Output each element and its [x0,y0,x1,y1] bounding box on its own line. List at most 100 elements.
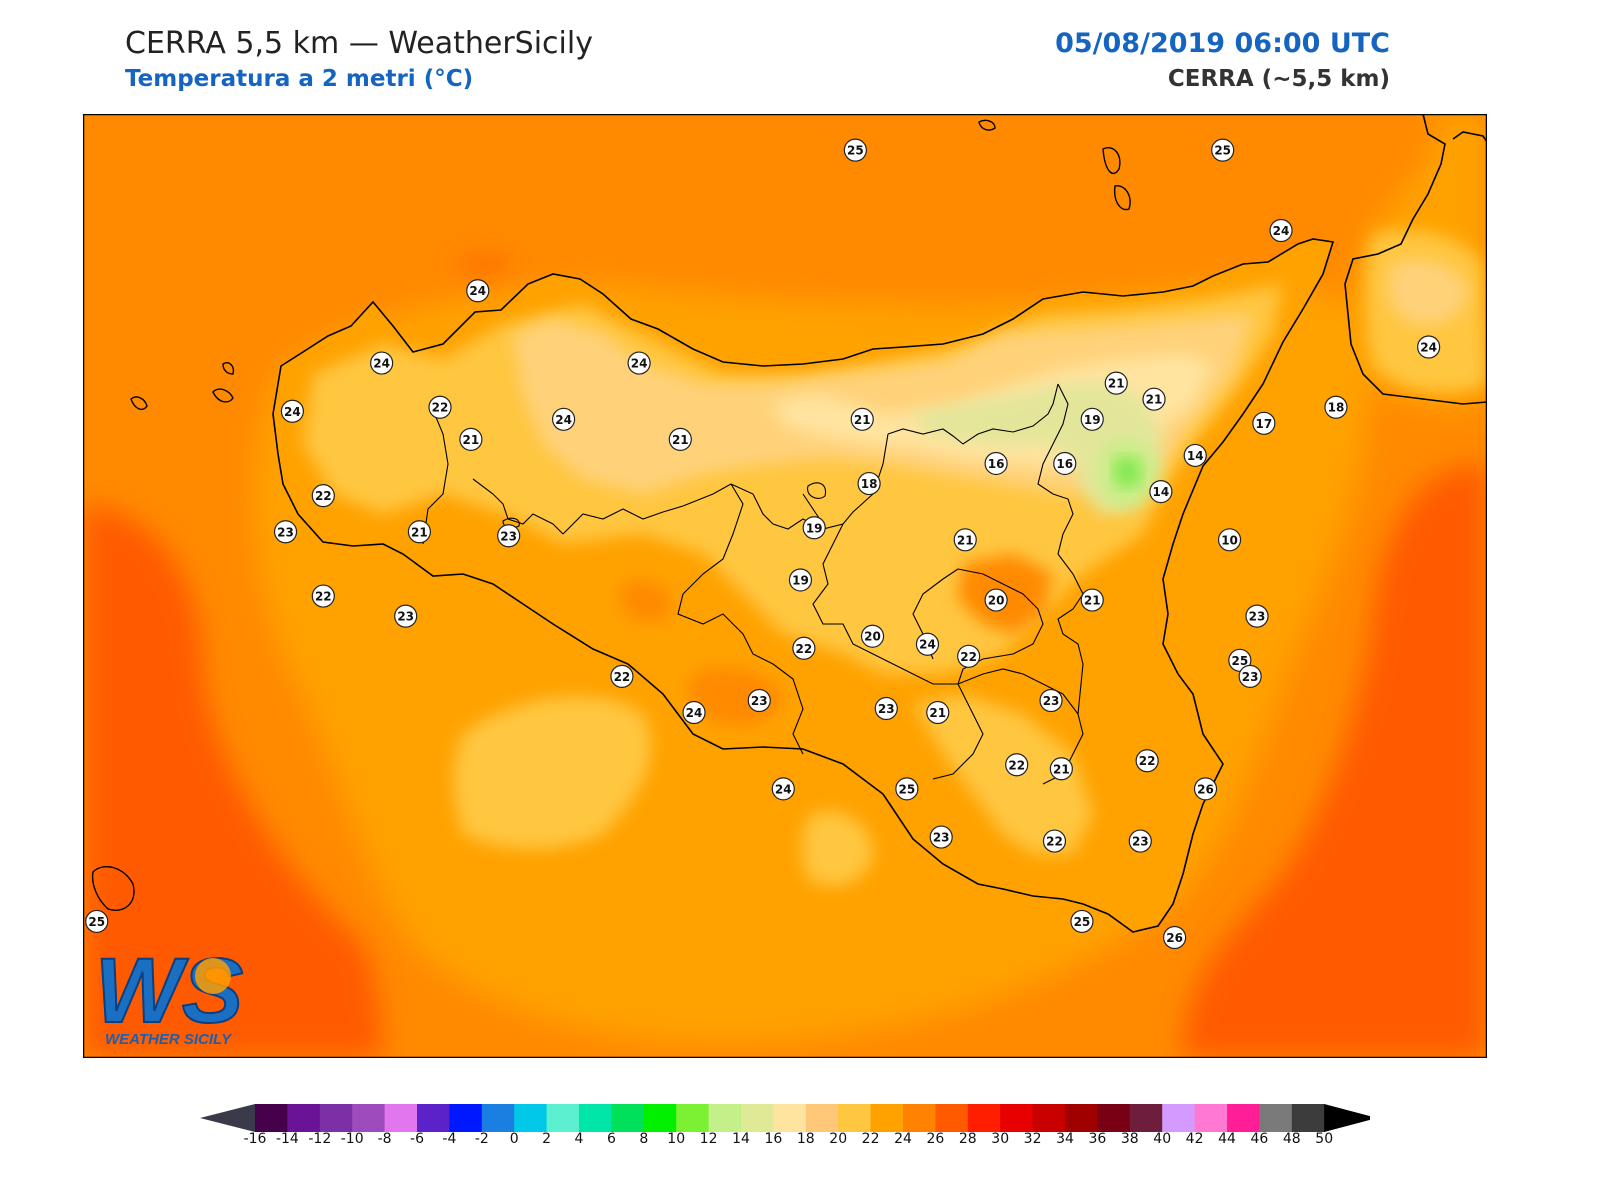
calabria-inner [1452,131,1487,143]
station-circle [1149,480,1173,504]
colorbar-cell [838,1104,872,1132]
station-circle [1053,451,1077,476]
station-circle [459,427,483,451]
map-title: CERRA 5,5 km — WeatherSicily [125,26,593,61]
station-temp-label: 21 [1146,393,1163,407]
colorbar-tick-label: 36 [1088,1131,1106,1144]
station-marker: 25 [1228,648,1252,672]
station-temp-label: 24 [919,638,936,652]
colorbar-cell [449,1104,483,1132]
station-marker: 17 [1252,411,1276,435]
station-temp-label: 23 [1132,835,1149,849]
station-marker: 16 [1053,451,1077,476]
station-temp-label: 23 [751,694,768,708]
station-marker: 24 [771,777,795,801]
station-marker: 22 [610,664,634,688]
station-marker: 22 [311,584,335,608]
station-marker: 24 [370,351,394,375]
station-circle [1417,335,1441,359]
station-marker: 24 [627,351,651,375]
station-marker: 22 [1005,753,1029,777]
station-circle [551,407,576,431]
station-marker: 18 [857,471,881,496]
station-marker: 24 [466,279,490,303]
station-temp-label: 22 [315,590,332,604]
station-circle [280,399,304,423]
colorbar-cell [805,1104,839,1132]
station-temp-label: 25 [1074,915,1091,929]
station-temp-label: 25 [1231,654,1248,668]
colorbar-cell [1000,1104,1034,1132]
station-circle [857,471,881,496]
station-temp-label: 23 [1242,670,1259,684]
colorbar-cell [1032,1104,1066,1132]
station-temp-label: 21 [411,525,428,539]
station-circle [895,777,919,801]
colorbar-cell [903,1104,936,1132]
station-circle [1135,749,1159,773]
station-marker: 22 [311,484,335,508]
legend-colorbar: -16 -14 -12 -10 -8 -6 -4 -2 0 2 4 6 8 10 12 14 16 18 20 22 2… [200,1104,1370,1144]
station-circle [771,777,795,801]
station-temp-label: 22 [315,489,332,503]
colorbar-cell [1291,1104,1325,1132]
station-temp-label: 19 [806,521,823,535]
colorbar-tick-label: -10 [341,1131,364,1144]
station-marker: 21 [1104,371,1128,395]
station-marker: 19 [1080,407,1104,431]
station-circle [1245,604,1269,628]
station-temp-label: 23 [878,702,895,716]
station-marker: 23 [1245,604,1269,628]
station-circle [1104,371,1128,395]
colorbar-cell [384,1104,418,1132]
model-name: CERRA (~5,5 km) [1167,66,1390,92]
station-temp-label: 23 [500,529,517,543]
station-circle [370,351,394,375]
colorbar-tick-label: 4 [575,1131,584,1144]
station-marker: 25 [85,909,109,934]
station-circle [682,700,706,725]
station-marker: 22 [957,644,981,668]
station-marker: 14 [1183,443,1207,468]
station-temp-label: 22 [432,401,449,415]
colorbar-tick-label: 24 [894,1131,912,1144]
station-circle [1042,829,1067,853]
station-circle [497,524,521,548]
station-circle [1193,777,1218,801]
station-temp-label: 17 [1256,417,1273,431]
station-circle [668,427,692,451]
station-marker: 21 [926,700,950,725]
map-datetime: 05/08/2019 06:00 UTC [1055,28,1390,59]
station-temp-label: 18 [861,477,878,491]
colorbar-cell [1065,1104,1098,1132]
colorbar-cell [255,1104,288,1132]
station-circle [428,395,452,419]
station-marker: 18 [1324,395,1348,419]
station-circle [915,632,940,656]
station-circle [1142,387,1166,411]
colorbar-under-arrow [200,1104,255,1132]
station-marker: 23 [747,688,771,713]
station-circle [85,909,109,934]
station-temp-label: 24 [775,782,792,796]
station-circle [802,516,826,540]
station-marker: 26 [1193,777,1218,801]
station-marker: 26 [1163,925,1187,950]
station-temp-label: 26 [1197,782,1214,796]
station-circle [1163,925,1187,950]
station-circle [394,604,418,628]
station-marker: 23 [874,696,898,721]
colorbar-tick-label: 16 [764,1131,782,1144]
station-temp-label: 21 [957,533,974,547]
colorbar-tick-label: 32 [1024,1131,1042,1144]
station-temp-label: 25 [899,782,916,796]
station-circle [407,520,432,544]
colorbar-cell [579,1104,612,1132]
station-temp-label: 21 [929,706,946,720]
station-marker: 19 [802,516,826,540]
station-marker: 21 [953,528,977,552]
station-temp-label: 21 [1053,762,1070,776]
station-marker: 24 [682,700,706,725]
logo-letters: WS [95,940,243,1042]
sicily-coastline [272,238,1335,933]
